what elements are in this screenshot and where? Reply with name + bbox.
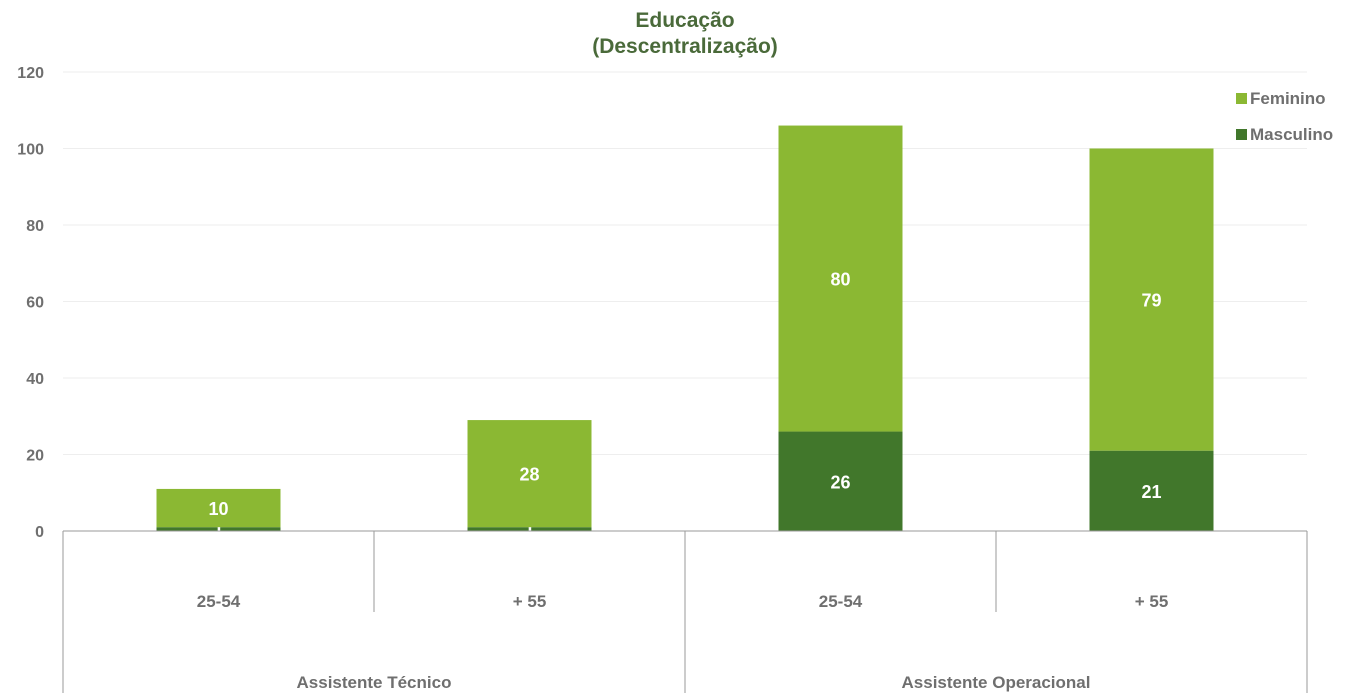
x-axis: 25-54 + 55 25-54 + 55 Assistente Técnico Assi…: [62, 530, 1308, 693]
data-label-masculino: 26: [830, 472, 850, 492]
data-label-feminino: 28: [519, 465, 539, 485]
data-label-feminino: 79: [1141, 291, 1161, 311]
x-group-label: Assistente Operacional: [902, 673, 1091, 692]
legend-label-masculino: Masculino: [1250, 125, 1333, 144]
y-tick-label: 120: [17, 65, 44, 82]
x-tick-label: + 55: [1135, 592, 1169, 611]
y-tick-label: 100: [17, 142, 44, 159]
bar-masculino-1: [467, 527, 592, 531]
y-tick-label: 80: [26, 218, 44, 235]
data-label-masculino: 1: [524, 520, 534, 540]
data-label-feminino: 10: [208, 499, 228, 519]
bar-masculino-3: [1089, 450, 1214, 531]
legend: Feminino Masculino: [1236, 89, 1333, 144]
data-label-masculino: 21: [1141, 482, 1161, 502]
bar-feminino-3: [1089, 148, 1214, 451]
legend-swatch-masculino: [1236, 129, 1247, 140]
y-tick-label: 0: [35, 524, 44, 541]
x-tick-label: 25-54: [819, 592, 863, 611]
legend-label-feminino: Feminino: [1250, 89, 1326, 108]
bar-feminino-2: [778, 125, 903, 432]
y-tick-label: 40: [26, 371, 44, 388]
bar-masculino-2: [778, 431, 903, 531]
x-tick-label: + 55: [513, 592, 547, 611]
bar-feminino-1: [467, 420, 592, 528]
y-axis: 0 20 40 60 80 100 120: [17, 65, 44, 541]
chart-subtitle: (Descentralização): [592, 35, 778, 58]
x-tick-label: 25-54: [197, 592, 241, 611]
bar-feminino-0: [156, 488, 281, 528]
data-label-feminino: 80: [830, 270, 850, 290]
legend-swatch-feminino: [1236, 93, 1247, 104]
chart-title: Educação: [635, 9, 734, 32]
y-tick-label: 20: [26, 448, 44, 465]
bar-masculino-0: [156, 527, 281, 531]
data-label-masculino: 1: [213, 520, 223, 540]
y-tick-label: 60: [26, 295, 44, 312]
x-group-label: Assistente Técnico: [297, 673, 452, 692]
